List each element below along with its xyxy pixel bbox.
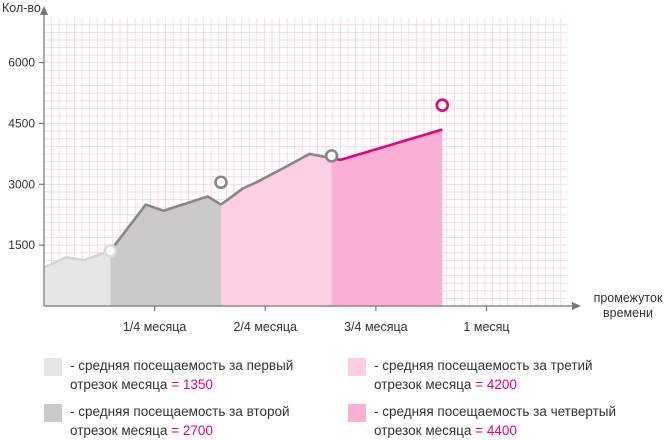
area-segment-3 — [221, 153, 332, 306]
x-axis-label-line-1: промежуток — [594, 291, 663, 305]
x-tick-label: 1/4 месяца — [123, 320, 187, 334]
line-segment-2 — [109, 195, 222, 252]
y-axis-label: Кол-во — [2, 1, 41, 15]
legend-text-3-line2: отрезок месяца — [374, 377, 472, 392]
legend-text-3-line1: - средняя посещаемость за третий — [374, 358, 593, 373]
y-tick-label: 1500 — [8, 238, 35, 252]
legend-eq-2: = — [171, 423, 180, 438]
legend-text-1-line2: отрезок месяца — [70, 377, 168, 392]
chart-axes — [39, 6, 581, 311]
legend-eq-3: = — [475, 377, 484, 392]
legend-text-4-line1: - средняя посещаемость за четвертый — [374, 404, 617, 419]
data-marker-3 — [324, 149, 339, 163]
legend-value-1: 1350 — [182, 377, 213, 392]
chart-lines — [43, 128, 443, 269]
legend-value-2: 2700 — [182, 423, 213, 438]
legend-text-1-line1: - средняя посещаемость за первый — [70, 358, 294, 373]
legend-text-2-line1: - средняя посещаемость за второй — [70, 404, 290, 419]
line-segment-1 — [43, 249, 111, 269]
area-segment-1 — [44, 250, 111, 306]
x-tick-label: 2/4 месяца — [233, 320, 297, 334]
data-marker-4 — [435, 98, 450, 112]
legend-eq-1: = — [171, 377, 180, 392]
data-marker-2 — [214, 175, 228, 190]
area-segment-2 — [110, 196, 221, 306]
line-segment-3 — [220, 152, 332, 206]
x-axis-label-line-2: времени — [603, 306, 653, 320]
y-axis-arrow — [40, 6, 48, 15]
chart-areas — [44, 129, 443, 306]
x-tick-label: 3/4 месяца — [344, 320, 408, 334]
legend-value-3: 4200 — [486, 377, 517, 392]
legend-text-2-line2: отрезок месяца — [70, 423, 168, 438]
data-marker-1 — [103, 244, 118, 258]
legend-swatch-4 — [348, 404, 366, 422]
y-tick-label: 3000 — [8, 177, 35, 191]
legend-value-4: 4400 — [486, 423, 517, 438]
legend-swatch-1 — [44, 358, 62, 376]
y-tick-label: 6000 — [8, 56, 35, 70]
y-tick-label: 4500 — [8, 116, 35, 130]
legend-swatch-2 — [44, 404, 62, 422]
chart-labels: 1500 3000 4500 6000 1/4 месяца 2/4 месяца 3/4 … — [2, 1, 663, 334]
legend-text-4-line2: отрезок месяца — [374, 423, 472, 438]
x-tick-label: 1 месяц — [463, 320, 509, 334]
area-segment-4 — [331, 129, 443, 306]
x-axis-arrow — [572, 302, 581, 310]
legend-eq-4: = — [475, 423, 484, 438]
chart-markers — [103, 98, 450, 258]
legend-swatch-3 — [348, 358, 366, 376]
